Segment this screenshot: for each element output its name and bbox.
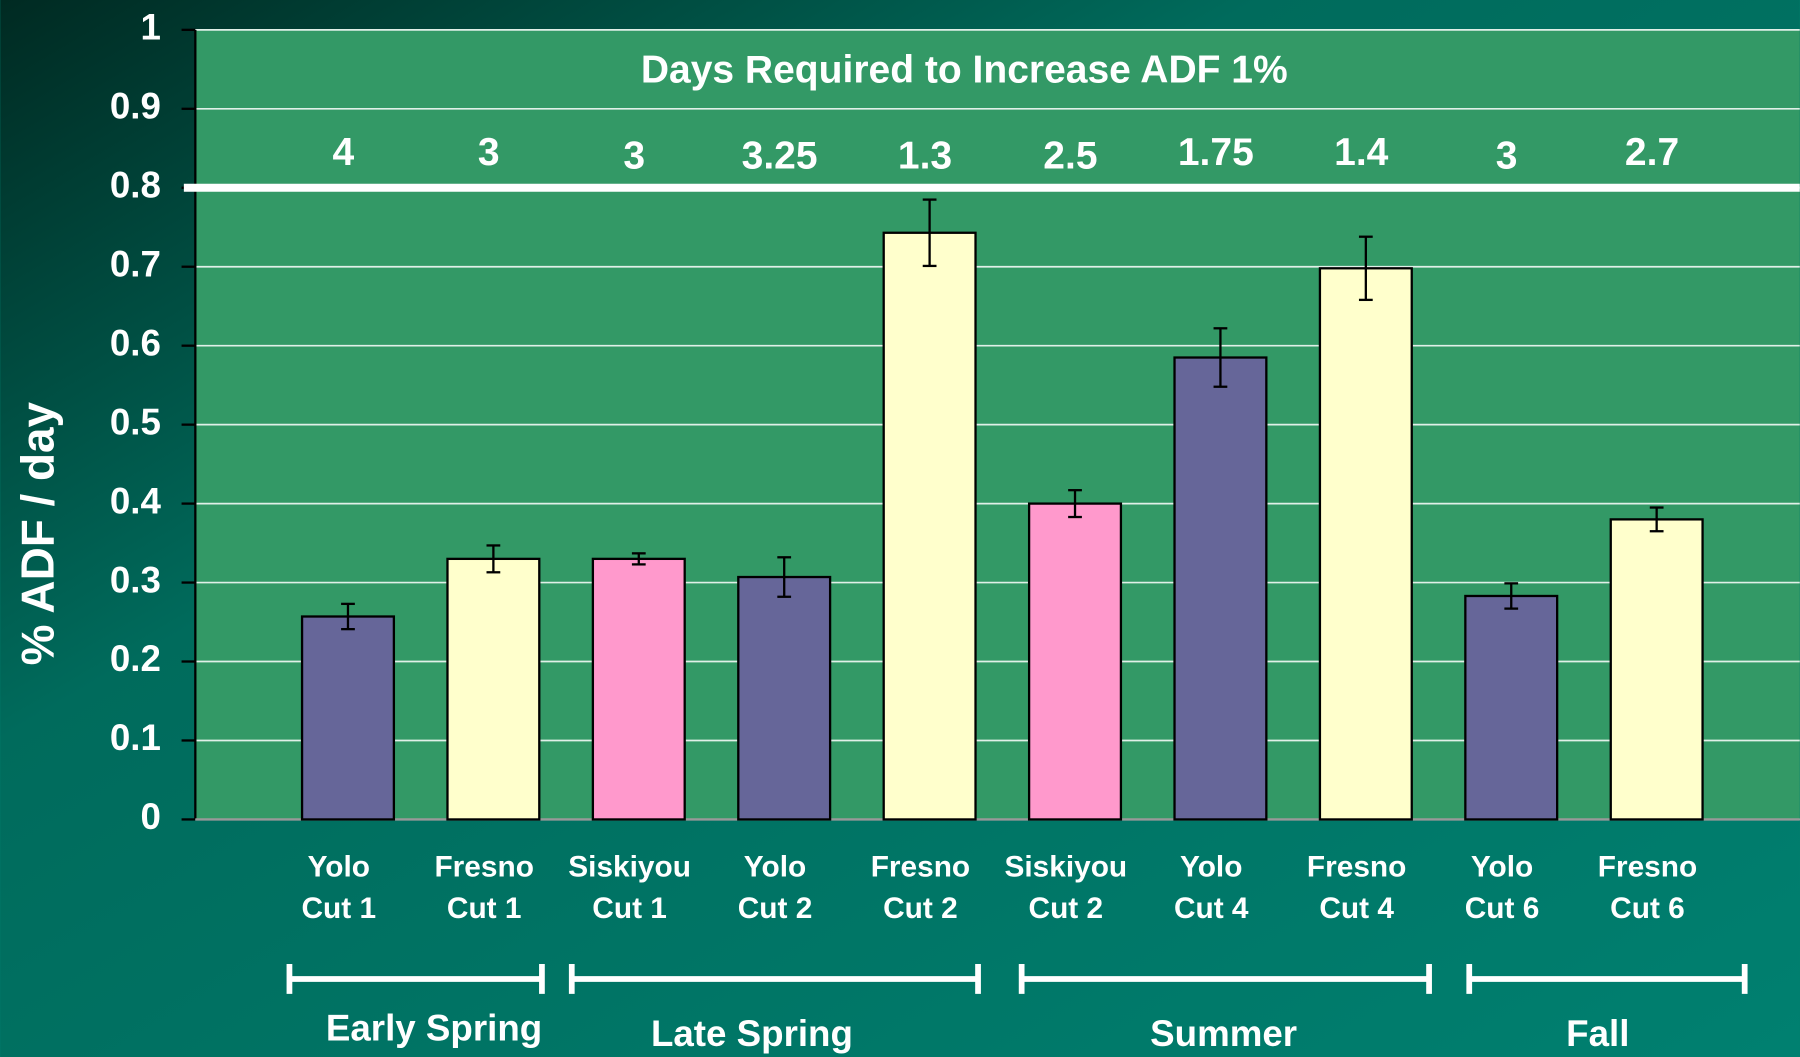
- chart: Days Required to Increase ADF 1% % ADF /…: [0, 0, 1800, 1057]
- y-tick-label: 0.2: [110, 638, 161, 679]
- days-label: 3: [1496, 135, 1518, 178]
- y-tick-label: 0.5: [110, 401, 161, 442]
- x-tick-label: Cut 1: [592, 892, 667, 925]
- bar: [447, 559, 539, 820]
- y-tick-label: 0.7: [110, 243, 161, 284]
- days-label: 3.25: [742, 135, 818, 178]
- bar: [1465, 596, 1557, 819]
- days-label: 2.7: [1625, 131, 1679, 174]
- page: {"chart_data": {"type": "bar", "ylabel":…: [0, 0, 1800, 1057]
- x-tick-label: Fresno: [1598, 851, 1697, 884]
- x-tick-label: Cut 2: [738, 892, 813, 925]
- x-tick-label: Fresno: [434, 851, 533, 884]
- y-tick-label: 0.3: [110, 559, 161, 600]
- bar: [1175, 358, 1267, 820]
- x-tick-label: Cut 4: [1174, 892, 1249, 925]
- x-tick-label: Cut 6: [1465, 892, 1540, 925]
- x-tick-label: Yolo: [744, 851, 806, 884]
- bar: [1029, 504, 1121, 820]
- x-tick-label: Siskiyou: [1004, 851, 1127, 884]
- days-label: 3: [623, 135, 645, 178]
- y-tick-label: 0.9: [110, 86, 161, 127]
- x-tick-label: Yolo: [308, 851, 370, 884]
- annotation: Days Required to Increase ADF 1%: [641, 49, 1288, 92]
- group-label: Early Spring: [326, 1007, 542, 1048]
- bar: [1320, 268, 1412, 819]
- days-label: 2.5: [1043, 135, 1097, 178]
- bar: [738, 577, 830, 819]
- x-tick-label: Cut 1: [447, 892, 522, 925]
- bar: [1611, 519, 1703, 819]
- x-tick-label: Fresno: [871, 851, 970, 884]
- days-label: 4: [333, 131, 355, 174]
- group-label: Summer: [1150, 1013, 1297, 1054]
- y-tick-label: 1: [140, 7, 160, 48]
- y-tick-label: 0.8: [110, 164, 161, 205]
- bar: [884, 233, 976, 820]
- group-label: Late Spring: [651, 1013, 853, 1054]
- x-tick-label: Yolo: [1180, 851, 1242, 884]
- y-axis-label: % ADF / day: [12, 401, 64, 665]
- bar: [302, 617, 394, 820]
- x-tick-label: Cut 2: [1029, 892, 1104, 925]
- x-tick-label: Cut 2: [883, 892, 958, 925]
- days-label: 1.4: [1334, 131, 1389, 174]
- x-tick-label: Fresno: [1307, 851, 1406, 884]
- days-label: 3: [478, 131, 500, 174]
- days-label: 1.3: [898, 135, 952, 178]
- x-tick-label: Cut 6: [1610, 892, 1685, 925]
- x-tick-label: Cut 1: [302, 892, 377, 925]
- x-tick-label: Siskiyou: [568, 851, 691, 884]
- y-tick-label: 0.6: [110, 322, 161, 363]
- x-tick-label: Cut 4: [1319, 892, 1394, 925]
- y-tick-label: 0.4: [110, 480, 162, 521]
- bar: [593, 559, 685, 820]
- y-tick-label: 0.1: [110, 717, 161, 758]
- y-tick-label: 0: [140, 796, 160, 837]
- group-label: Fall: [1566, 1013, 1629, 1054]
- days-label: 1.75: [1178, 131, 1254, 174]
- x-tick-label: Yolo: [1471, 851, 1533, 884]
